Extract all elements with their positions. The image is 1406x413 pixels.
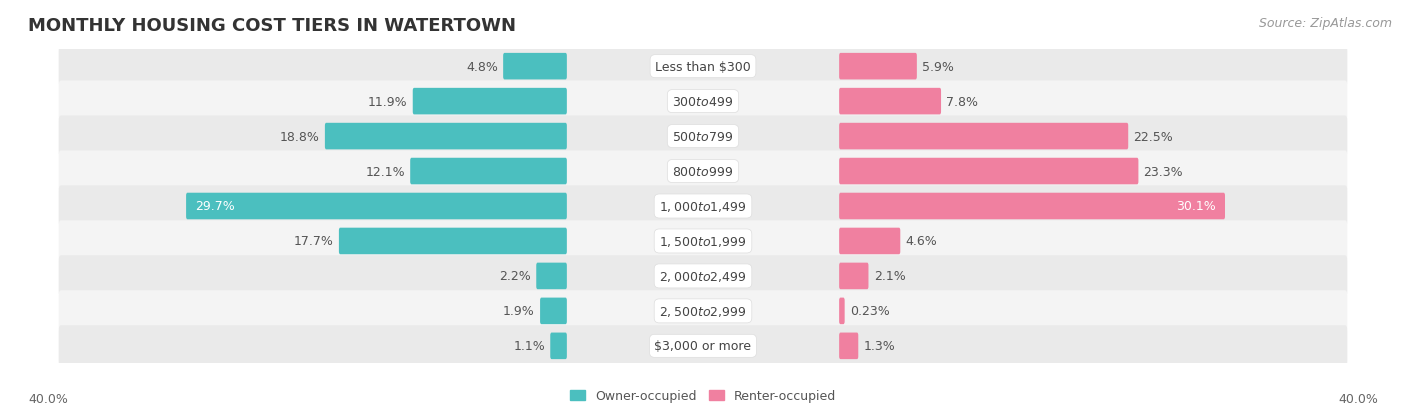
Text: 40.0%: 40.0%	[28, 392, 67, 405]
Text: 12.1%: 12.1%	[366, 165, 405, 178]
Text: 0.23%: 0.23%	[849, 305, 890, 318]
Text: $1,500 to $1,999: $1,500 to $1,999	[659, 235, 747, 248]
Text: Less than $300: Less than $300	[655, 61, 751, 74]
Text: 7.8%: 7.8%	[946, 95, 979, 108]
Text: 2.2%: 2.2%	[499, 270, 531, 283]
Text: 4.8%: 4.8%	[467, 61, 498, 74]
FancyBboxPatch shape	[839, 333, 858, 359]
FancyBboxPatch shape	[536, 263, 567, 290]
Text: 40.0%: 40.0%	[1339, 392, 1378, 405]
FancyBboxPatch shape	[59, 116, 1347, 157]
Text: 5.9%: 5.9%	[922, 61, 953, 74]
FancyBboxPatch shape	[503, 54, 567, 80]
FancyBboxPatch shape	[413, 89, 567, 115]
Text: 1.1%: 1.1%	[513, 339, 546, 352]
Text: 11.9%: 11.9%	[368, 95, 408, 108]
Text: $300 to $499: $300 to $499	[672, 95, 734, 108]
Text: $800 to $999: $800 to $999	[672, 165, 734, 178]
Text: 22.5%: 22.5%	[1133, 130, 1173, 143]
FancyBboxPatch shape	[59, 46, 1347, 88]
FancyBboxPatch shape	[839, 263, 869, 290]
Text: 4.6%: 4.6%	[905, 235, 938, 248]
Text: $1,000 to $1,499: $1,000 to $1,499	[659, 199, 747, 214]
Text: $3,000 or more: $3,000 or more	[655, 339, 751, 352]
FancyBboxPatch shape	[59, 221, 1347, 262]
FancyBboxPatch shape	[411, 158, 567, 185]
FancyBboxPatch shape	[339, 228, 567, 255]
FancyBboxPatch shape	[540, 298, 567, 324]
Text: $500 to $799: $500 to $799	[672, 130, 734, 143]
FancyBboxPatch shape	[59, 256, 1347, 297]
FancyBboxPatch shape	[839, 228, 900, 255]
Text: 1.9%: 1.9%	[503, 305, 534, 318]
FancyBboxPatch shape	[550, 333, 567, 359]
FancyBboxPatch shape	[59, 81, 1347, 122]
FancyBboxPatch shape	[839, 298, 845, 324]
Text: Source: ZipAtlas.com: Source: ZipAtlas.com	[1258, 17, 1392, 29]
FancyBboxPatch shape	[839, 158, 1139, 185]
FancyBboxPatch shape	[59, 186, 1347, 227]
Text: 23.3%: 23.3%	[1143, 165, 1184, 178]
FancyBboxPatch shape	[325, 123, 567, 150]
Text: MONTHLY HOUSING COST TIERS IN WATERTOWN: MONTHLY HOUSING COST TIERS IN WATERTOWN	[28, 17, 516, 34]
Text: $2,500 to $2,999: $2,500 to $2,999	[659, 304, 747, 318]
FancyBboxPatch shape	[839, 123, 1128, 150]
FancyBboxPatch shape	[839, 54, 917, 80]
Text: 30.1%: 30.1%	[1175, 200, 1216, 213]
Text: 29.7%: 29.7%	[195, 200, 235, 213]
Text: 1.3%: 1.3%	[863, 339, 896, 352]
Legend: Owner-occupied, Renter-occupied: Owner-occupied, Renter-occupied	[565, 385, 841, 408]
Text: 18.8%: 18.8%	[280, 130, 319, 143]
FancyBboxPatch shape	[59, 291, 1347, 332]
Text: 17.7%: 17.7%	[294, 235, 333, 248]
FancyBboxPatch shape	[839, 89, 941, 115]
FancyBboxPatch shape	[186, 193, 567, 220]
Text: 2.1%: 2.1%	[873, 270, 905, 283]
FancyBboxPatch shape	[59, 151, 1347, 192]
Text: $2,000 to $2,499: $2,000 to $2,499	[659, 269, 747, 283]
FancyBboxPatch shape	[59, 325, 1347, 367]
FancyBboxPatch shape	[839, 193, 1225, 220]
